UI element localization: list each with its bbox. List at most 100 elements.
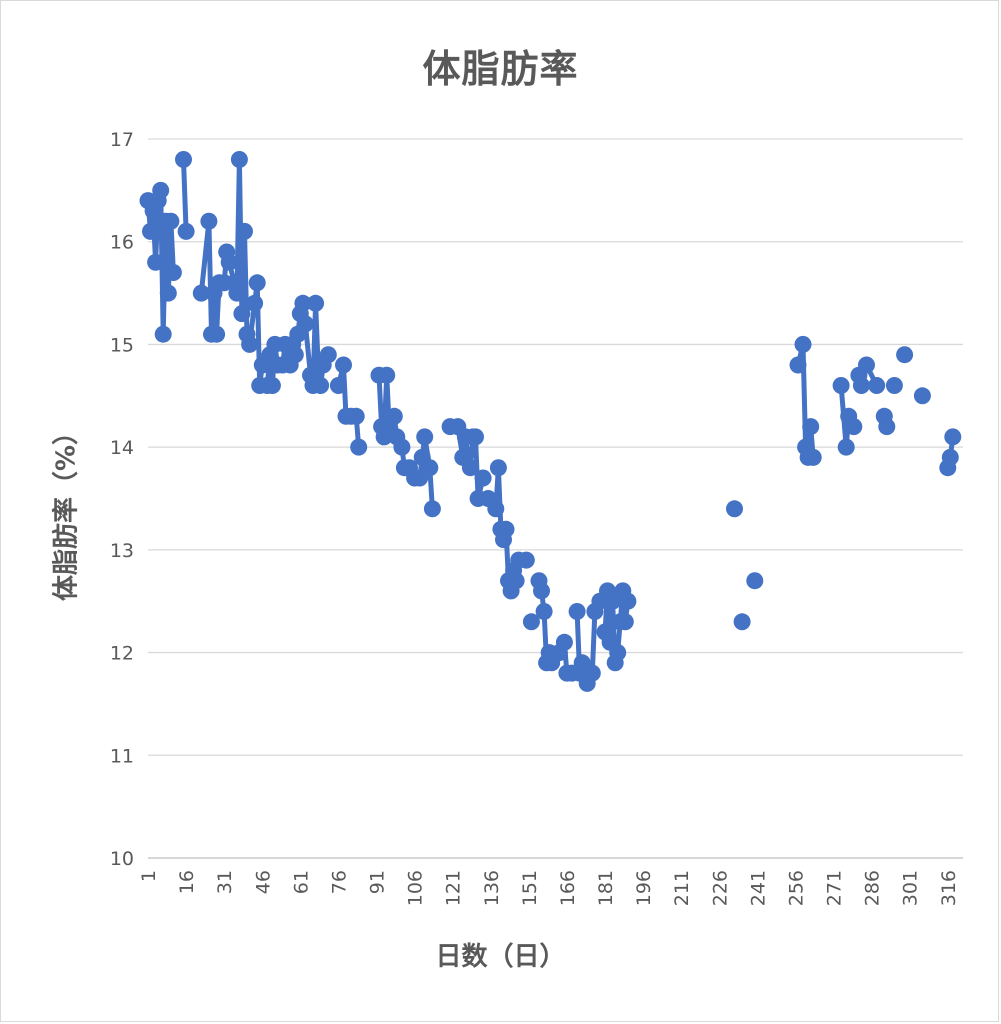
y-tick-label: 14 xyxy=(110,437,134,459)
y-tick-label: 12 xyxy=(110,643,134,665)
data-point xyxy=(913,387,931,405)
data-point xyxy=(329,377,347,394)
data-point xyxy=(236,222,253,240)
data-point xyxy=(162,212,180,230)
x-tick-label: 136 xyxy=(481,870,503,906)
data-point xyxy=(726,500,743,518)
series-lines xyxy=(145,157,956,686)
x-tick-label: 61 xyxy=(290,870,312,894)
data-point xyxy=(868,377,886,394)
y-tick-label: 17 xyxy=(110,129,134,151)
x-tick-label: 91 xyxy=(367,870,389,894)
y-tick-labels: 10 11 12 13 14 15 16 17 xyxy=(110,129,134,870)
data-point xyxy=(474,469,492,487)
x-tick-label: 76 xyxy=(328,870,350,894)
data-point xyxy=(837,438,855,456)
x-tick-label: 316 xyxy=(938,870,960,906)
data-point xyxy=(378,366,396,384)
x-tick-label: 16 xyxy=(176,870,198,894)
data-point xyxy=(294,294,312,312)
y-tick-label: 16 xyxy=(110,232,134,254)
data-point xyxy=(619,592,637,610)
data-point xyxy=(393,438,411,456)
data-point xyxy=(568,603,586,620)
data-point xyxy=(944,428,962,446)
data-point xyxy=(347,407,365,425)
data-point xyxy=(307,294,325,312)
data-point xyxy=(858,356,875,374)
data-point xyxy=(746,572,764,590)
x-tick-label: 31 xyxy=(214,870,236,894)
x-tick-label: 256 xyxy=(785,870,807,906)
data-point xyxy=(896,346,914,364)
data-point xyxy=(263,377,281,394)
data-point xyxy=(147,253,165,271)
data-point xyxy=(583,664,601,682)
x-tick-label: 166 xyxy=(557,870,579,906)
data-point xyxy=(507,572,525,590)
data-point xyxy=(164,264,182,281)
data-point xyxy=(802,418,820,436)
data-point xyxy=(177,222,195,240)
data-point xyxy=(423,500,441,518)
data-point xyxy=(286,346,304,364)
x-axis-label: 日数（日） xyxy=(435,942,566,972)
data-point xyxy=(804,448,822,466)
x-tick-label: 271 xyxy=(824,870,846,906)
x-tick-label: 196 xyxy=(633,870,655,906)
data-point xyxy=(522,613,540,631)
data-point xyxy=(296,315,314,333)
data-point xyxy=(159,284,177,302)
data-point xyxy=(489,459,507,477)
x-tick-label: 211 xyxy=(671,870,693,906)
x-tick-label: 286 xyxy=(862,870,884,906)
data-point xyxy=(555,633,573,651)
x-tick-label: 106 xyxy=(405,870,427,906)
series-line-segment xyxy=(181,157,189,234)
data-point xyxy=(941,448,959,466)
data-point xyxy=(461,459,479,477)
data-point xyxy=(228,284,246,302)
y-tick-label: 11 xyxy=(110,745,134,767)
y-tick-label: 15 xyxy=(110,334,134,356)
data-point xyxy=(852,377,870,394)
data-point xyxy=(312,377,330,394)
data-point xyxy=(335,356,352,374)
gridlines xyxy=(148,138,963,859)
data-point xyxy=(152,181,170,199)
data-point xyxy=(533,582,550,600)
data-point xyxy=(208,325,226,343)
data-point xyxy=(142,222,159,240)
data-point xyxy=(733,613,751,631)
data-point xyxy=(616,613,634,631)
x-tick-label: 226 xyxy=(709,870,731,906)
series-line-segment xyxy=(198,218,222,337)
data-point xyxy=(517,551,535,569)
chart-title: 体脂肪率 xyxy=(422,47,579,91)
data-point xyxy=(230,151,248,168)
data-point xyxy=(241,335,259,353)
series-line-segment xyxy=(221,157,265,388)
x-tick-label: 46 xyxy=(252,870,274,894)
data-point xyxy=(192,284,210,302)
data-point xyxy=(878,418,896,436)
data-point xyxy=(246,294,264,312)
data-point xyxy=(832,377,850,394)
x-tick-label: 301 xyxy=(900,870,922,906)
data-point xyxy=(200,212,218,230)
data-point xyxy=(535,603,553,620)
data-point xyxy=(421,459,439,477)
data-point xyxy=(175,151,192,168)
data-point xyxy=(794,335,812,353)
data-point xyxy=(845,418,863,436)
x-tick-label: 1 xyxy=(138,870,160,882)
y-tick-label: 10 xyxy=(110,848,134,870)
data-point xyxy=(233,305,251,323)
data-point xyxy=(319,346,337,364)
data-point xyxy=(154,325,172,343)
x-tick-label: 181 xyxy=(595,870,617,906)
x-tick-label: 241 xyxy=(747,870,769,906)
data-point xyxy=(248,274,266,292)
